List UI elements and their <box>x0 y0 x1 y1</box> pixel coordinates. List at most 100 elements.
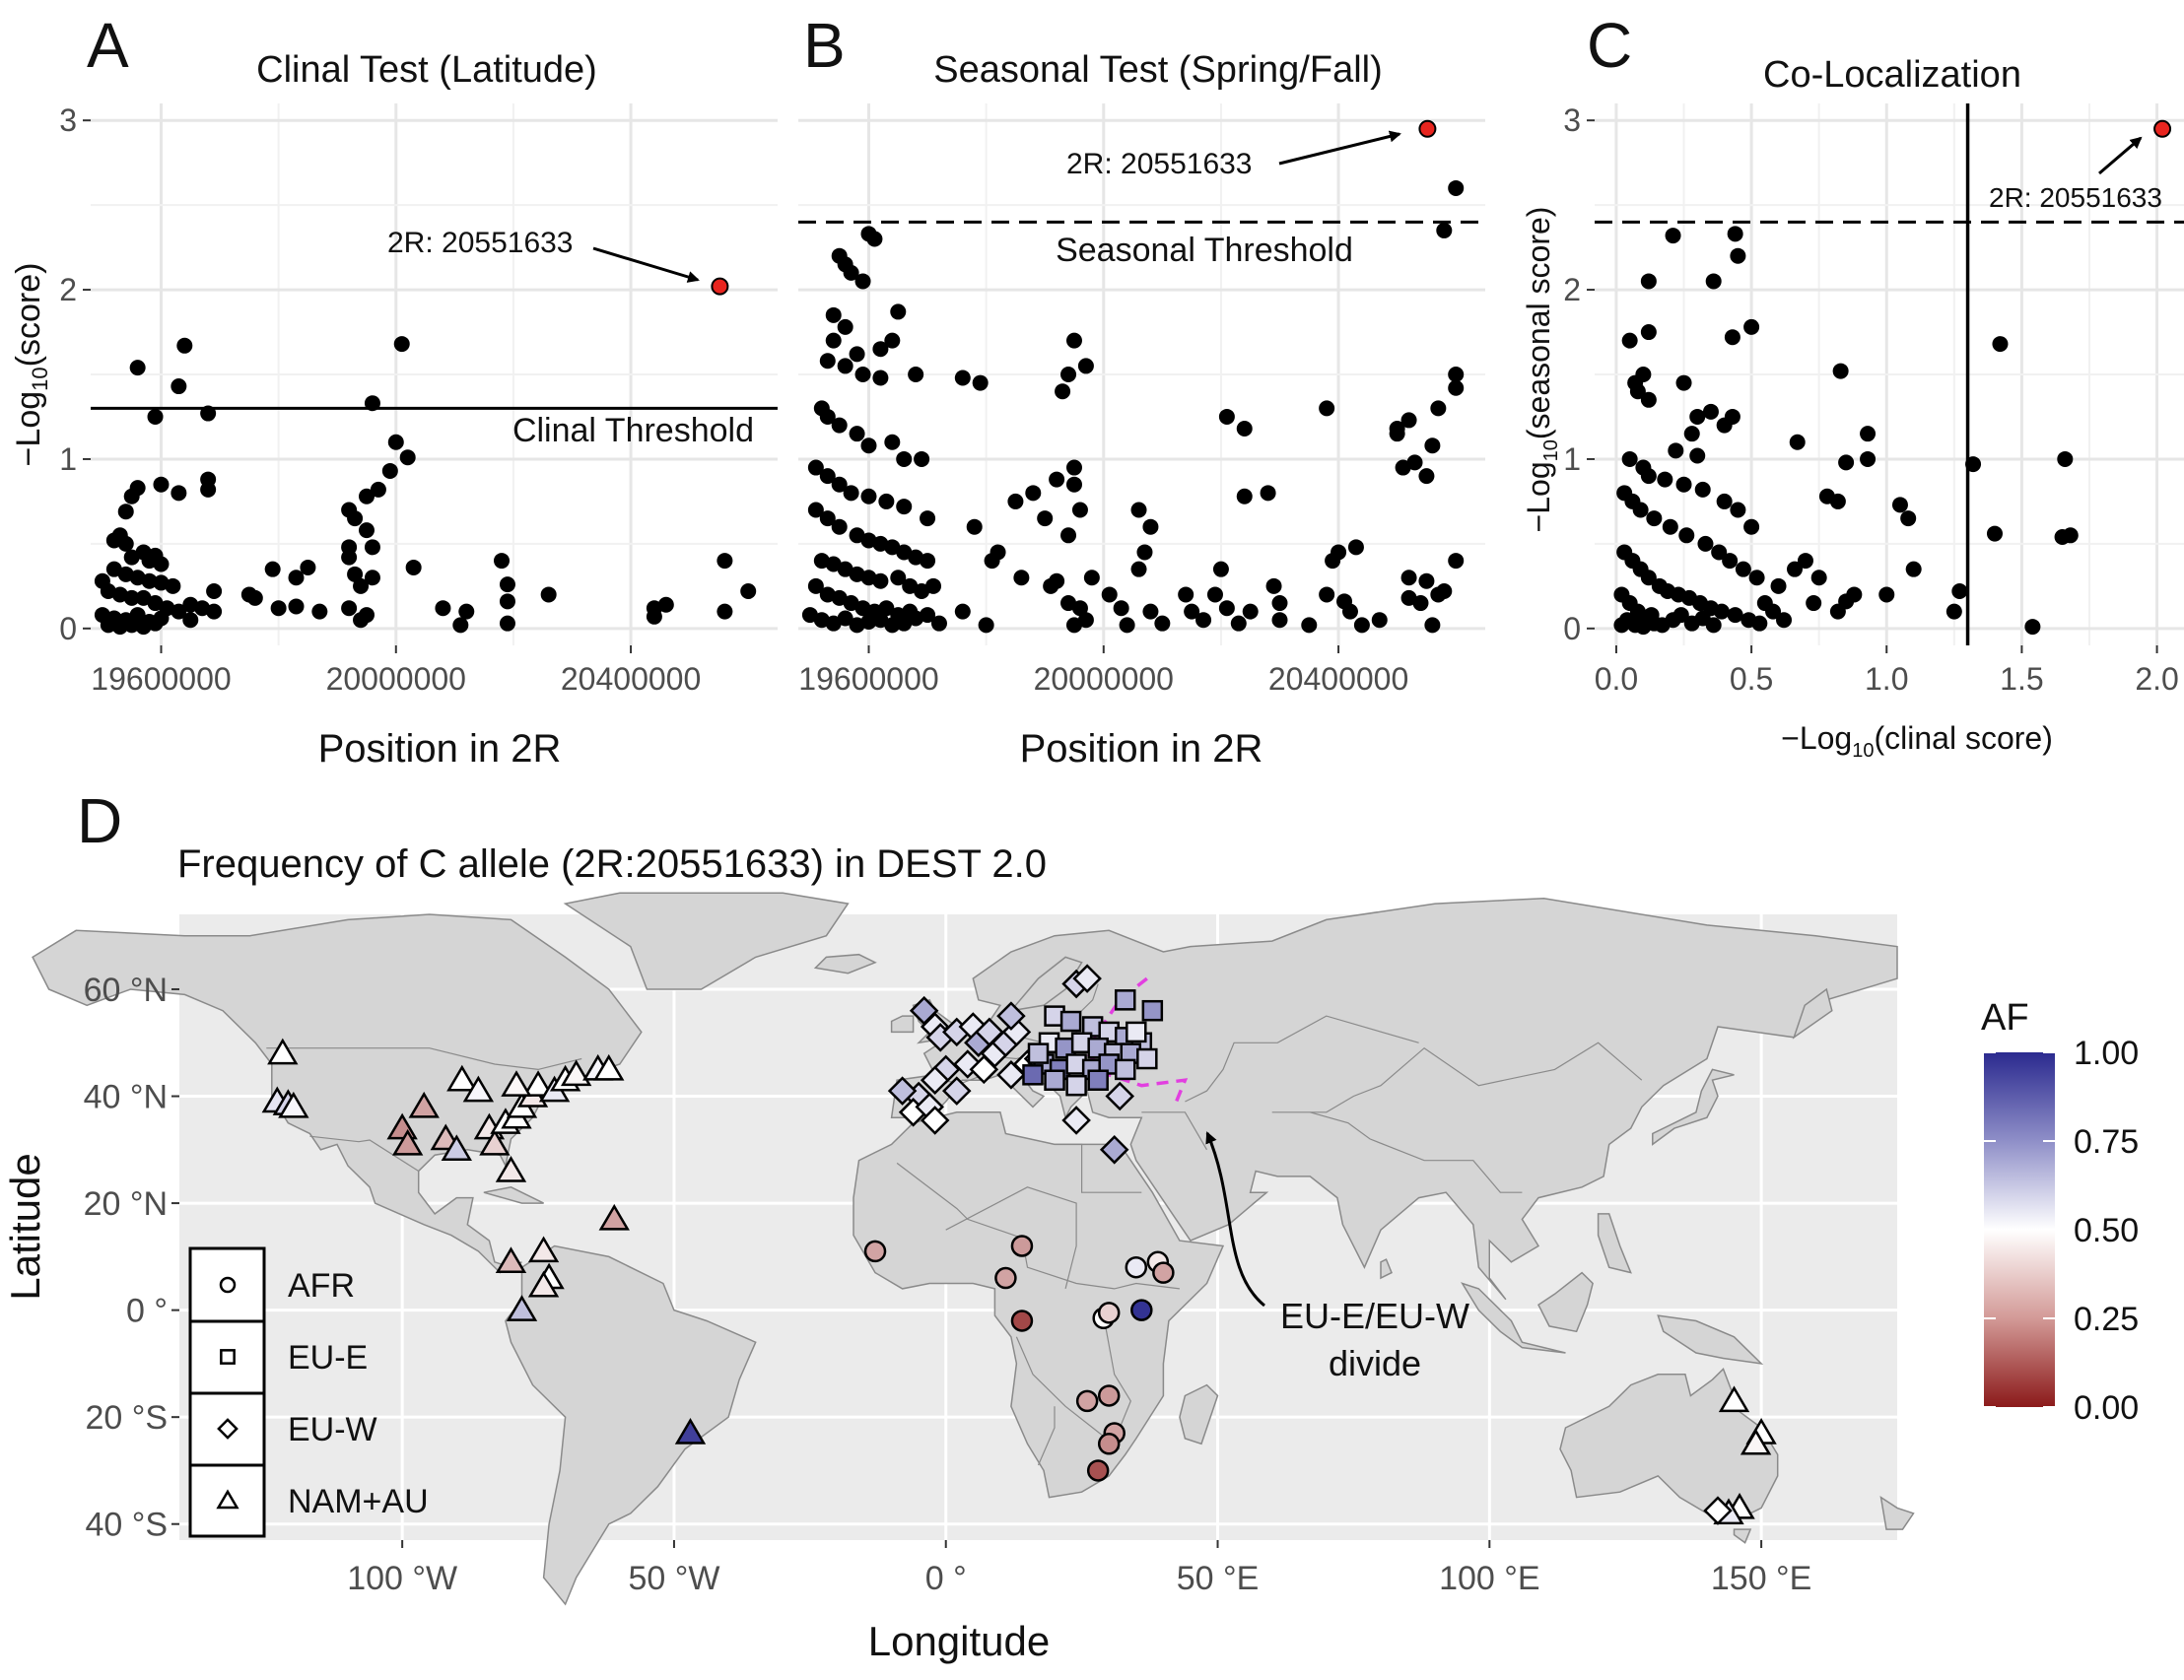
panel-c-xlabel-main: −Log <box>1781 720 1852 756</box>
data-point <box>1130 561 1147 577</box>
data-point <box>1389 426 1405 442</box>
data-point <box>819 510 836 527</box>
y-tick-label: 2 <box>59 272 77 307</box>
shape-legend: AFR EU-E EU-W NAM+AU <box>188 1246 429 1538</box>
data-point <box>458 603 475 620</box>
data-point <box>364 539 380 556</box>
data-point <box>141 572 158 589</box>
panel-b-gridlines <box>798 103 1485 645</box>
data-point <box>1037 510 1054 527</box>
data-point <box>717 603 733 620</box>
data-point <box>1640 324 1657 341</box>
data-point <box>2057 450 2074 467</box>
panel-a-xlabel: Position in 2R <box>318 727 562 771</box>
land-greenland <box>563 892 850 990</box>
shape-legend-square-icon <box>220 1349 236 1365</box>
data-point <box>2062 527 2079 544</box>
data-point <box>1846 586 1863 603</box>
data-point <box>100 617 116 634</box>
data-point <box>311 603 328 620</box>
data-point <box>1668 442 1684 459</box>
map-point-diamond <box>1072 964 1102 993</box>
map-point-circle <box>1097 1384 1121 1407</box>
data-point <box>176 337 193 354</box>
data-point <box>129 360 146 376</box>
data-point <box>1683 426 1700 442</box>
data-point <box>1635 619 1652 636</box>
data-point <box>1705 617 1722 634</box>
data-point <box>984 553 1000 570</box>
shape-legend-circle-icon <box>219 1276 237 1294</box>
data-point <box>1694 481 1711 498</box>
data-point <box>1900 510 1917 527</box>
data-point <box>860 488 877 504</box>
x-tick-label: 20400000 <box>561 661 701 697</box>
x-tick-label: 20400000 <box>1268 661 1408 697</box>
map-y-tick-label: 0 ° <box>126 1293 168 1330</box>
map-point-circle <box>1125 1255 1148 1279</box>
data-point <box>182 612 199 629</box>
map-point-diamond <box>996 1001 1026 1031</box>
data-point <box>1860 426 1877 442</box>
map-point-triangle <box>506 1295 538 1321</box>
data-point <box>1319 586 1335 603</box>
map-point-square <box>1065 1074 1087 1097</box>
data-point <box>1646 510 1663 527</box>
map-point-diamond <box>920 1106 950 1135</box>
map-point-triangle <box>1718 1385 1750 1413</box>
data-point <box>1424 437 1441 454</box>
data-point <box>117 535 134 552</box>
map-y-tick-label: 40 °S <box>85 1507 168 1544</box>
data-point <box>1406 454 1423 471</box>
map-x-tick-label: 100 °E <box>1439 1560 1539 1597</box>
map-x-tick-label: 0 ° <box>925 1560 967 1597</box>
data-point <box>1672 607 1689 624</box>
country-border <box>1271 1042 1643 1113</box>
data-point <box>353 577 370 594</box>
data-point <box>1448 553 1465 570</box>
map-point-circle <box>1130 1299 1153 1321</box>
data-point <box>972 374 989 391</box>
panel-d: D Frequency of C allele (2R:20551633) in… <box>2 785 2139 1664</box>
data-point <box>819 468 836 485</box>
divide-label-line2: divide <box>1329 1343 1421 1383</box>
data-point <box>123 617 140 634</box>
map-point-triangle <box>391 1128 424 1156</box>
data-point <box>1951 583 1968 599</box>
map-y-tick-label: 20 °S <box>85 1399 168 1437</box>
data-point <box>1810 570 1827 586</box>
panel-a-annotation: 2R: 20551633 <box>387 227 574 259</box>
country-border <box>1103 1314 1131 1429</box>
panel-c-ylabel: −Log10(seasonal score) <box>1521 207 1562 533</box>
data-point <box>123 488 140 504</box>
data-point <box>147 408 164 425</box>
data-point <box>206 603 223 620</box>
data-point <box>370 481 386 498</box>
data-point <box>1986 525 2003 542</box>
data-point <box>872 370 889 386</box>
data-point <box>1716 417 1733 434</box>
data-point <box>358 607 375 624</box>
data-point <box>288 598 305 615</box>
data-point <box>1319 400 1335 417</box>
data-point <box>825 306 842 323</box>
data-point <box>1113 600 1129 617</box>
panel-b-xlabel: Position in 2R <box>1020 727 1263 771</box>
data-point <box>954 370 971 386</box>
data-point <box>890 570 907 586</box>
data-point <box>807 459 824 476</box>
land-iceland <box>813 953 877 974</box>
panel-a: 19600000 20000000 20400000 0 1 2 3 Clinal Thre… <box>10 102 778 771</box>
map-xlabel: Longitude <box>868 1618 1051 1664</box>
data-point <box>896 499 913 515</box>
map-point-circle <box>1075 1389 1099 1413</box>
data-point <box>1689 447 1706 464</box>
panel-a-ylabel-rest: (score) <box>10 263 47 368</box>
data-point <box>866 231 883 247</box>
data-point <box>1230 615 1247 632</box>
data-point <box>1184 603 1200 620</box>
data-point <box>1331 544 1347 561</box>
data-point <box>1724 329 1740 346</box>
data-point <box>1786 561 1803 577</box>
data-point <box>1007 493 1024 509</box>
